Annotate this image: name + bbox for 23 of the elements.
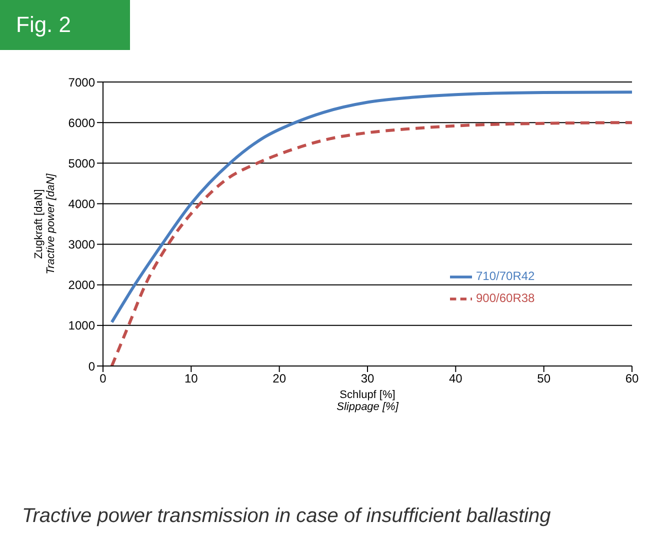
y-tick-label: 5000 [68,156,96,170]
x-tick-label: 0 [100,372,107,386]
line-series [110,121,632,366]
x-tick-label: 10 [184,372,198,386]
y-tick-label: 6000 [68,116,96,130]
legend-label: 710/70R42 [476,269,535,284]
x-axis-title: Schlupf [%] Slippage [%] [336,389,400,413]
legend-label: 900/60R38 [476,291,535,306]
line-series [110,90,632,324]
y-tick-label: 3000 [68,238,96,252]
x-tick-label: 20 [272,372,286,386]
x-tick-label: 30 [360,372,374,386]
y-tick-label: 2000 [68,278,96,292]
y-tick-label: 4000 [68,196,96,211]
x-tick-label: 40 [448,372,463,386]
y-axis-title: Zugkraft [daN] Tractive power [daN] [33,172,57,274]
y-tick-label: 7000 [68,75,96,90]
x-tick-label: 50 [537,372,551,386]
y-tick-label: 0 [88,359,96,374]
chart-title: Fig. 2 [0,0,130,50]
text: Tractive power transmission in case of insufficient ballasting [22,505,551,528]
x-tick-label: 60 [625,372,639,386]
y-tick-label: 1000 [68,318,96,333]
